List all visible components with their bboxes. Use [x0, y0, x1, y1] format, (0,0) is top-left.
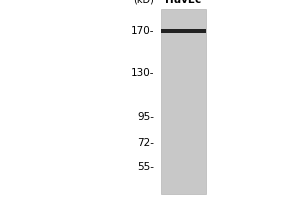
Bar [160, 9, 206, 194]
Text: 170-: 170- [131, 26, 154, 36]
Text: 130-: 130- [131, 68, 154, 78]
Text: HuvEc: HuvEc [165, 0, 201, 5]
Text: 95-: 95- [137, 112, 154, 122]
Text: 55-: 55- [137, 162, 154, 172]
Text: 72-: 72- [137, 138, 154, 148]
Bar [160, 29, 206, 33]
Text: (kD): (kD) [134, 0, 154, 5]
